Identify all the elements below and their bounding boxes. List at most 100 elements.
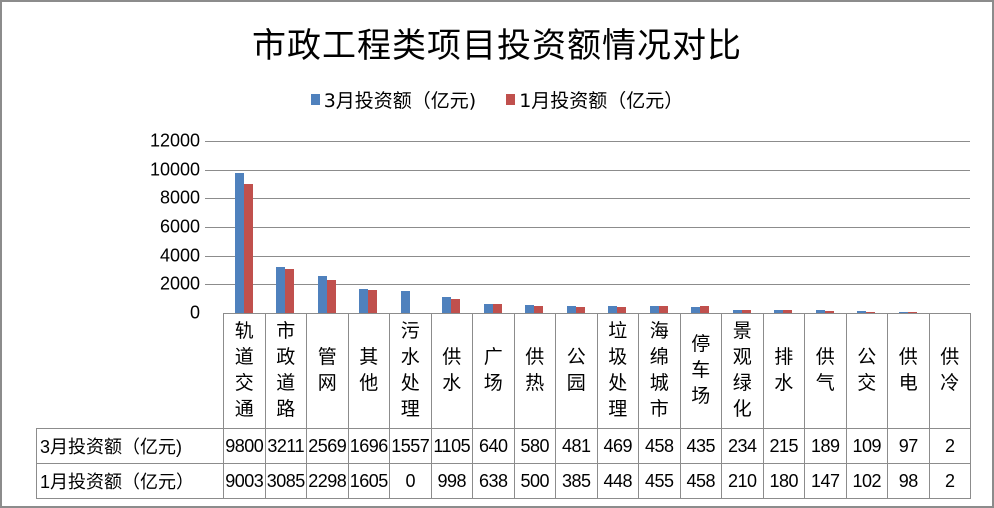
category-text: 其他 <box>359 347 379 394</box>
bar-march <box>276 266 286 313</box>
table-cell: 3085 <box>264 463 307 499</box>
bar-march <box>649 306 659 313</box>
y-tick-label: 10000 <box>149 159 200 180</box>
bar-january <box>824 310 834 313</box>
table-cell: 481 <box>555 428 598 464</box>
category-text: 景观绿化 <box>732 321 752 420</box>
gridline <box>205 284 970 286</box>
category-label: 其他 <box>347 313 390 429</box>
gridline <box>205 141 970 142</box>
category-label: 供气 <box>804 313 847 429</box>
table-cell: 1696 <box>347 428 390 464</box>
table-cell: 97 <box>887 428 930 464</box>
table-cell: 3211 <box>264 428 307 464</box>
category-text: 供热 <box>525 347 545 394</box>
y-tick-label: 8000 <box>159 187 200 208</box>
row-header-january: 1月投资额（亿元） <box>36 463 224 499</box>
table-cell: 2 <box>928 428 971 464</box>
table-cell: 2 <box>928 463 971 499</box>
table-cell: 9003 <box>223 463 266 499</box>
bar-march <box>442 297 452 313</box>
bar-january <box>907 311 917 313</box>
table-cell: 580 <box>513 428 556 464</box>
category-text: 停车场 <box>691 334 711 407</box>
legend-item-march: 3月投资额（亿元) <box>310 86 476 113</box>
bar-march <box>483 303 493 313</box>
table-cell: 2298 <box>306 463 349 499</box>
category-text: 垃圾处理 <box>608 321 628 420</box>
bar-january <box>451 298 461 313</box>
bar-january <box>285 268 295 313</box>
bar-march <box>234 172 244 313</box>
category-label: 广场 <box>472 313 515 429</box>
category-label: 轨道交通 <box>223 313 266 429</box>
category-text: 排水 <box>774 347 794 394</box>
category-label: 景观绿化 <box>721 313 764 429</box>
y-tick-label: 6000 <box>159 216 200 237</box>
category-text: 公园 <box>566 347 586 394</box>
table-cell: 448 <box>596 463 639 499</box>
table-cell: 210 <box>721 463 764 499</box>
category-label: 供热 <box>513 313 556 429</box>
category-text: 广场 <box>483 347 503 394</box>
gridline <box>205 255 970 257</box>
category-label: 污水处理 <box>389 313 432 429</box>
table-row-march: 3月投资额（亿元) 9800 3211 2569 1696 1557 1105 640 580… <box>36 428 971 464</box>
bar-march <box>857 311 867 313</box>
table-cell: 9800 <box>223 428 266 464</box>
category-label: 公园 <box>555 313 598 429</box>
bar-march <box>608 306 618 313</box>
bar-march <box>815 310 825 313</box>
table-cell: 1557 <box>389 428 432 464</box>
legend-swatch-january <box>506 94 516 105</box>
category-label: 海绵城市 <box>638 313 681 429</box>
y-tick-label: 0 <box>189 302 200 323</box>
table-cell: 500 <box>513 463 556 499</box>
bar-january <box>658 306 668 313</box>
bar-march <box>732 309 742 313</box>
table-cell: 385 <box>555 463 598 499</box>
y-tick-label: 4000 <box>159 245 200 266</box>
table-cell: 1105 <box>430 428 473 464</box>
legend: 3月投资额（亿元) 1月投资额（亿元） <box>0 86 994 113</box>
category-text: 轨道交通 <box>234 321 254 420</box>
table-cell: 469 <box>596 428 639 464</box>
table-cell: 234 <box>721 428 764 464</box>
category-text: 公交 <box>857 347 877 394</box>
legend-label-january: 1月投资额（亿元） <box>519 90 684 112</box>
bar-january <box>534 305 544 313</box>
data-table: 轨道交通 市政道路 管网 其他 污水处理 供水 广场 供热 公园 垃圾处理 海绵城市 停车场 景观绿化 排… <box>36 313 971 499</box>
category-label: 公交 <box>845 313 888 429</box>
category-label: 停车场 <box>679 313 722 429</box>
bar-march <box>400 290 410 313</box>
category-text: 供冷 <box>940 347 960 394</box>
gridline <box>205 198 970 200</box>
bar-march <box>898 311 908 313</box>
bar-january <box>492 303 502 313</box>
table-cell: 998 <box>430 463 473 499</box>
table-cell: 455 <box>638 463 681 499</box>
bar-march <box>691 306 701 313</box>
table-row-january: 1月投资额（亿元） 9003 3085 2298 1605 0 998 638 500 385 4… <box>36 463 971 499</box>
table-corner <box>37 314 224 429</box>
category-label: 市政道路 <box>264 313 307 429</box>
category-row: 轨道交通 市政道路 管网 其他 污水处理 供水 广场 供热 公园 垃圾处理 海绵城市 停车场 景观绿化 排… <box>37 313 971 429</box>
category-label: 供水 <box>430 313 473 429</box>
plot-area <box>223 141 970 313</box>
category-text: 市政道路 <box>276 321 296 420</box>
bar-january <box>368 290 378 313</box>
table-cell: 458 <box>679 463 722 499</box>
bar-january <box>617 306 627 313</box>
category-label: 垃圾处理 <box>596 313 639 429</box>
table-cell: 435 <box>679 428 722 464</box>
row-header-march: 3月投资额（亿元) <box>36 428 224 464</box>
table-cell: 215 <box>762 428 805 464</box>
table-cell: 458 <box>638 428 681 464</box>
table-cell: 180 <box>762 463 805 499</box>
table-cell: 640 <box>472 428 515 464</box>
category-label: 供冷 <box>928 313 971 429</box>
table-cell: 147 <box>804 463 847 499</box>
category-text: 供电 <box>898 347 918 394</box>
category-text: 污水处理 <box>400 321 420 420</box>
bar-january <box>866 311 876 313</box>
